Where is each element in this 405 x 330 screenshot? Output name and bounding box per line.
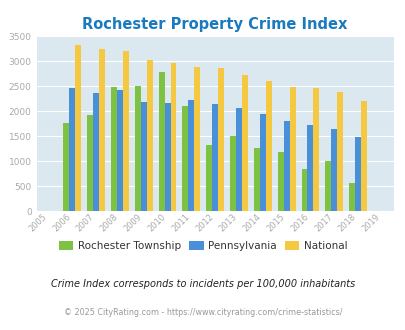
- Bar: [134, 86, 141, 211]
- Bar: [117, 90, 123, 211]
- Bar: [330, 129, 337, 211]
- Bar: [170, 63, 176, 211]
- Bar: [337, 92, 342, 211]
- Bar: [188, 100, 194, 211]
- Text: Crime Index corresponds to incidents per 100,000 inhabitants: Crime Index corresponds to incidents per…: [51, 279, 354, 289]
- Bar: [283, 121, 289, 211]
- Bar: [253, 148, 259, 211]
- Bar: [99, 49, 105, 211]
- Bar: [354, 137, 360, 211]
- Bar: [158, 72, 164, 211]
- Bar: [241, 75, 247, 211]
- Bar: [164, 103, 170, 211]
- Bar: [307, 125, 313, 211]
- Title: Rochester Property Crime Index: Rochester Property Crime Index: [82, 17, 347, 32]
- Bar: [360, 101, 366, 211]
- Text: © 2025 CityRating.com - https://www.cityrating.com/crime-statistics/: © 2025 CityRating.com - https://www.city…: [64, 308, 341, 317]
- Legend: Rochester Township, Pennsylvania, National: Rochester Township, Pennsylvania, Nation…: [55, 237, 350, 255]
- Bar: [123, 51, 128, 211]
- Bar: [75, 45, 81, 211]
- Bar: [289, 87, 295, 211]
- Bar: [313, 88, 319, 211]
- Bar: [324, 161, 330, 211]
- Bar: [182, 106, 188, 211]
- Bar: [265, 81, 271, 211]
- Bar: [194, 67, 200, 211]
- Bar: [111, 87, 117, 211]
- Bar: [301, 169, 307, 211]
- Bar: [141, 102, 146, 211]
- Bar: [277, 152, 283, 211]
- Bar: [87, 115, 93, 211]
- Bar: [212, 104, 217, 211]
- Bar: [348, 183, 354, 211]
- Bar: [146, 59, 152, 211]
- Bar: [93, 93, 99, 211]
- Bar: [259, 114, 265, 211]
- Bar: [63, 123, 69, 211]
- Bar: [235, 108, 241, 211]
- Bar: [206, 145, 212, 211]
- Bar: [217, 68, 224, 211]
- Bar: [230, 136, 235, 211]
- Bar: [69, 88, 75, 211]
